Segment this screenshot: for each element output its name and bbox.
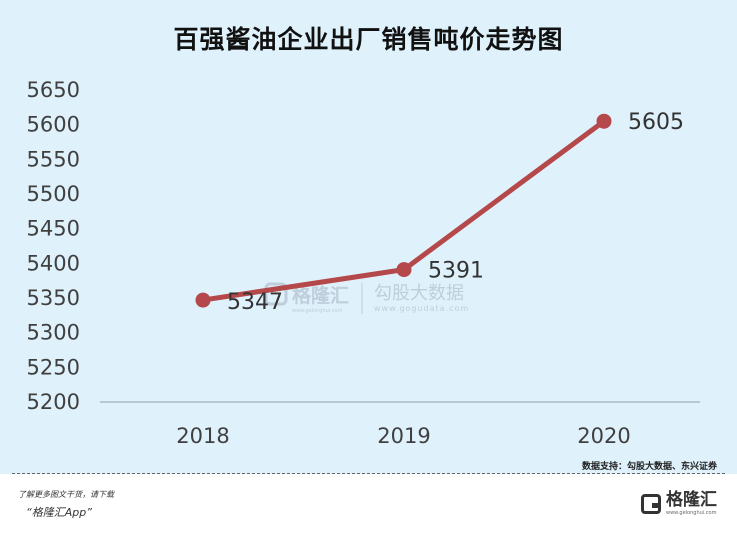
x-tick-label: 2019 xyxy=(377,424,430,448)
watermark-brand-url: www.gelonghui.com xyxy=(292,308,343,314)
watermark-url: www.gogudata.com xyxy=(374,304,469,313)
y-tick-label: 5550 xyxy=(27,147,80,171)
x-tick-label: 2020 xyxy=(577,424,630,448)
logo-icon xyxy=(641,494,661,514)
data-point xyxy=(396,262,412,278)
chart-area: 百强酱油企业出厂销售吨价走势图 5650 5600 5550 5500 5450 5400… xyxy=(0,0,737,474)
y-tick-label: 5500 xyxy=(27,182,80,206)
data-point xyxy=(195,292,211,308)
y-tick-label: 5250 xyxy=(27,355,80,379)
logo-text: 格隆汇 xyxy=(666,490,717,510)
footer-divider xyxy=(12,473,725,474)
line-chart: 5650 5600 5550 5500 5450 5400 5350 5300 5250 5200… xyxy=(27,78,700,448)
source-note: 数据支持：勾股大数据、东兴证券 xyxy=(581,462,717,472)
y-tick-label: 5350 xyxy=(27,286,80,310)
y-tick-label: 5650 xyxy=(27,78,80,102)
logo-url: www.gelonghui.com xyxy=(666,510,717,516)
logo-text-wrap: 格隆汇 www.gelonghui.com xyxy=(666,492,717,516)
watermark-brand: 格隆汇 xyxy=(292,284,349,307)
y-tick-label: 5300 xyxy=(27,321,80,345)
data-points xyxy=(195,113,612,308)
chart-title: 百强酱油企业出厂销售吨价走势图 xyxy=(173,25,564,54)
brand-logo: 格隆汇 www.gelonghui.com xyxy=(641,492,717,516)
footer-download-text: 了解更多图文干货，请下载 xyxy=(18,490,114,499)
data-label: 5605 xyxy=(628,110,684,135)
data-point xyxy=(596,113,612,129)
data-label: 5347 xyxy=(227,290,283,315)
y-tick-label: 5400 xyxy=(27,251,80,275)
x-tick-label: 2018 xyxy=(176,424,229,448)
data-labels: 5347 5391 5605 xyxy=(227,110,684,315)
watermark-logo-mark xyxy=(264,282,288,306)
footer-app-name: “格隆汇App” xyxy=(26,506,92,519)
data-label: 5391 xyxy=(428,259,484,284)
y-tick-label: 5600 xyxy=(27,113,80,137)
y-tick-label: 5450 xyxy=(27,217,80,241)
y-axis-ticks: 5650 5600 5550 5500 5450 5400 5350 5300 5250 5200 xyxy=(27,78,80,414)
x-axis-ticks: 2018 2019 2020 xyxy=(176,424,630,448)
watermark-name: 勾股大数据 xyxy=(374,283,464,304)
watermark: 格隆汇 www.gelonghui.com 勾股大数据 www.gogudata… xyxy=(264,282,469,314)
y-tick-label: 5200 xyxy=(27,390,80,414)
